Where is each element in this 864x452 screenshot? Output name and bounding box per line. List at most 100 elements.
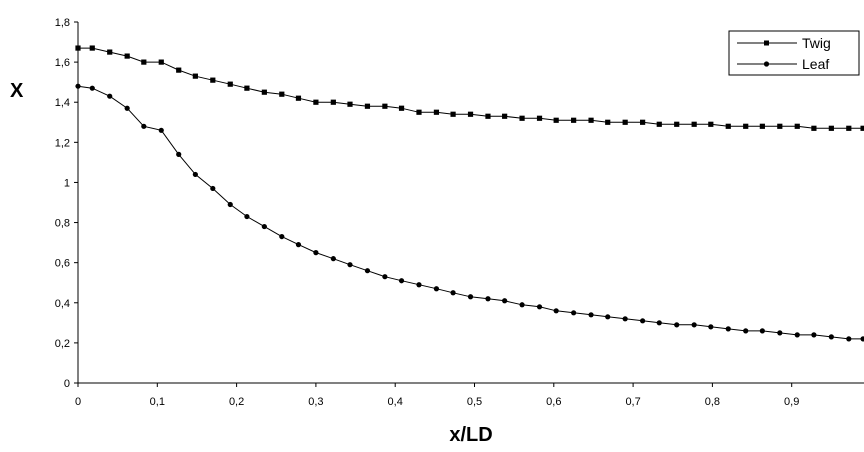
data-point-leaf (176, 151, 182, 157)
data-point-leaf (416, 282, 422, 288)
data-point-leaf (330, 256, 336, 262)
data-point-leaf (210, 185, 216, 192)
data-point-leaf (860, 336, 864, 342)
data-point-leaf (295, 242, 302, 248)
data-point-twig (860, 125, 864, 131)
data-point-twig (450, 111, 456, 117)
legend-box (728, 30, 860, 76)
data-point-leaf (811, 332, 817, 338)
data-point-twig (398, 105, 405, 111)
x-tick-label: 0,8 (705, 396, 720, 408)
data-point-twig (691, 121, 697, 127)
data-point-leaf (192, 171, 198, 178)
data-point-leaf (141, 123, 147, 129)
data-point-twig (364, 103, 371, 109)
y-tick-label: 0 (64, 378, 70, 390)
x-tick-label: 0,9 (784, 396, 799, 408)
data-point-leaf (605, 314, 611, 320)
data-point-twig (485, 113, 491, 119)
y-tick-label: 1,6 (55, 57, 70, 69)
y-tick-label: 0,2 (55, 338, 70, 350)
x-ticks: 0 0,1 0,2 0,3 0,4 0,5 0,6 0,7 0,8 0,9 (75, 383, 799, 408)
x-tick-label: 0,3 (308, 396, 323, 408)
x-tick-label: 0,7 (625, 396, 640, 408)
data-point-twig (210, 77, 216, 83)
data-point-twig (313, 99, 319, 105)
data-point-leaf (622, 316, 628, 322)
x-tick-label: 0 (75, 396, 81, 408)
legend: Twig Leaf (728, 30, 860, 76)
series-layer (75, 45, 864, 342)
data-point-twig (571, 117, 577, 123)
data-point-twig (759, 123, 765, 129)
data-point-twig (347, 101, 353, 107)
data-point-leaf (124, 105, 130, 111)
data-point-twig (141, 59, 147, 65)
data-point-twig (846, 125, 852, 131)
legend-label-leaf: Leaf (802, 56, 829, 72)
data-point-twig (519, 115, 525, 121)
data-point-twig (743, 123, 749, 129)
y-tick-label: 1 (64, 177, 70, 189)
x-tick-label: 0,6 (546, 396, 561, 408)
data-point-leaf (347, 262, 353, 268)
x-tick-label: 0,1 (150, 396, 165, 408)
data-point-twig (279, 91, 285, 97)
legend-label-twig: Twig (802, 35, 831, 51)
data-point-leaf (708, 324, 714, 330)
data-point-leaf (382, 274, 388, 280)
data-point-leaf (107, 93, 113, 99)
data-point-twig (382, 103, 388, 109)
data-point-leaf (364, 268, 371, 274)
data-point-twig (656, 121, 662, 127)
data-point-leaf (158, 127, 164, 133)
x-tick-label: 0,5 (467, 396, 482, 408)
y-tick-label: 1,2 (55, 137, 70, 149)
data-point-twig (640, 119, 646, 125)
data-point-leaf (828, 334, 834, 340)
data-point-twig (261, 89, 267, 95)
data-point-leaf (725, 326, 731, 332)
data-point-twig (107, 49, 113, 55)
axes (77, 22, 864, 384)
x-axis-title: x/LD (449, 424, 492, 446)
data-point-twig (433, 109, 440, 115)
data-point-leaf (89, 85, 95, 91)
data-point-twig (330, 99, 336, 105)
y-tick-label: 1,4 (55, 97, 70, 109)
data-point-leaf (777, 330, 783, 336)
data-point-leaf (743, 328, 749, 334)
data-point-leaf (244, 213, 250, 220)
data-point-twig (176, 67, 182, 73)
data-point-twig (622, 119, 628, 125)
legend-marker-leaf (763, 61, 770, 67)
data-point-leaf (588, 312, 594, 318)
data-point-leaf (571, 310, 577, 316)
data-point-leaf (450, 290, 456, 296)
data-point-leaf (674, 322, 680, 328)
data-point-twig (158, 59, 164, 65)
data-point-twig (708, 121, 714, 127)
data-point-leaf (519, 302, 525, 308)
data-point-twig (295, 95, 302, 101)
data-point-leaf (261, 223, 267, 230)
x-tick-label: 0,2 (229, 396, 244, 408)
data-point-twig (674, 121, 680, 127)
data-point-leaf (759, 328, 765, 334)
data-point-twig (89, 45, 95, 51)
series-twig (75, 45, 864, 131)
data-point-twig (553, 117, 559, 123)
data-point-leaf (279, 233, 285, 240)
data-point-twig (124, 53, 130, 59)
y-ticks: 0 0,2 0,4 0,6 0,8 1 1,2 1,4 1,6 1,8 (55, 17, 78, 390)
data-point-leaf (227, 201, 233, 208)
data-point-twig (192, 73, 198, 79)
data-point-leaf (75, 83, 81, 89)
data-point-leaf (691, 322, 697, 328)
data-point-twig (811, 125, 817, 131)
data-point-twig (244, 85, 250, 91)
data-point-twig (605, 119, 611, 125)
data-point-leaf (433, 286, 440, 292)
data-point-leaf (794, 332, 800, 338)
